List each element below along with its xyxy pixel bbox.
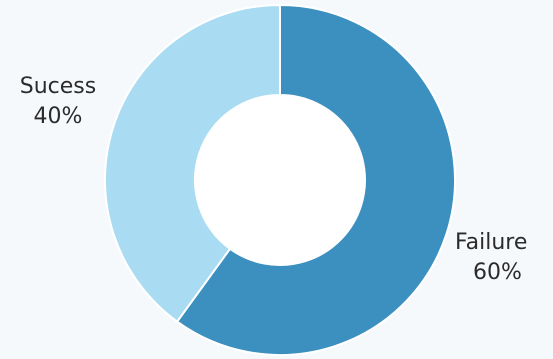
slice-label-failure-value: 60% [473,260,522,285]
donut-slice-failure [175,3,456,356]
donut-hole [195,95,365,265]
slice-label-sucess: Sucess 40% [2,72,114,132]
slice-label-failure-name: Failure [455,230,528,255]
slice-label-sucess-value: 40% [33,104,83,129]
slice-label-sucess-name: Sucess [19,74,97,99]
slice-label-failure: Failure 60% [455,228,553,288]
